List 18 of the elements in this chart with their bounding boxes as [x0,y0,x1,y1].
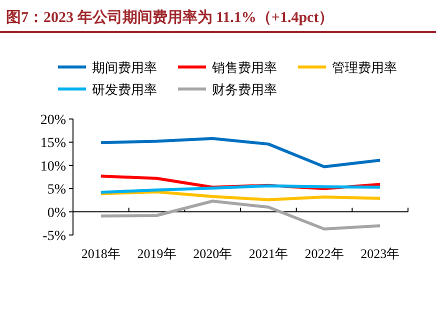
x-tick-label: 2023年 [360,246,400,261]
y-tick-label: 5% [47,182,66,198]
legend-label: 期间费用率 [92,60,157,75]
x-tick-label: 2019年 [137,246,176,261]
legend-label: 销售费用率 [211,60,277,75]
y-tick-label: 15% [40,136,66,152]
legend-label: 管理费用率 [332,60,397,75]
y-tick-label: -5% [42,229,66,244]
legend-label: 财务费用率 [212,82,277,97]
x-tick-label: 2022年 [304,246,344,261]
legend-label: 研发费用率 [92,82,157,97]
x-tick-label: 2020年 [193,246,232,261]
y-tick-label: 10% [40,159,66,174]
chart-title: 图7：2023 年公司期间费用率为 11.1%（+1.4pct） [6,8,334,26]
x-tick-label: 2018年 [81,246,120,261]
y-tick-label: 0% [47,206,66,221]
x-tick-label: 2021年 [248,246,288,261]
y-tick-label: 20% [40,113,66,128]
